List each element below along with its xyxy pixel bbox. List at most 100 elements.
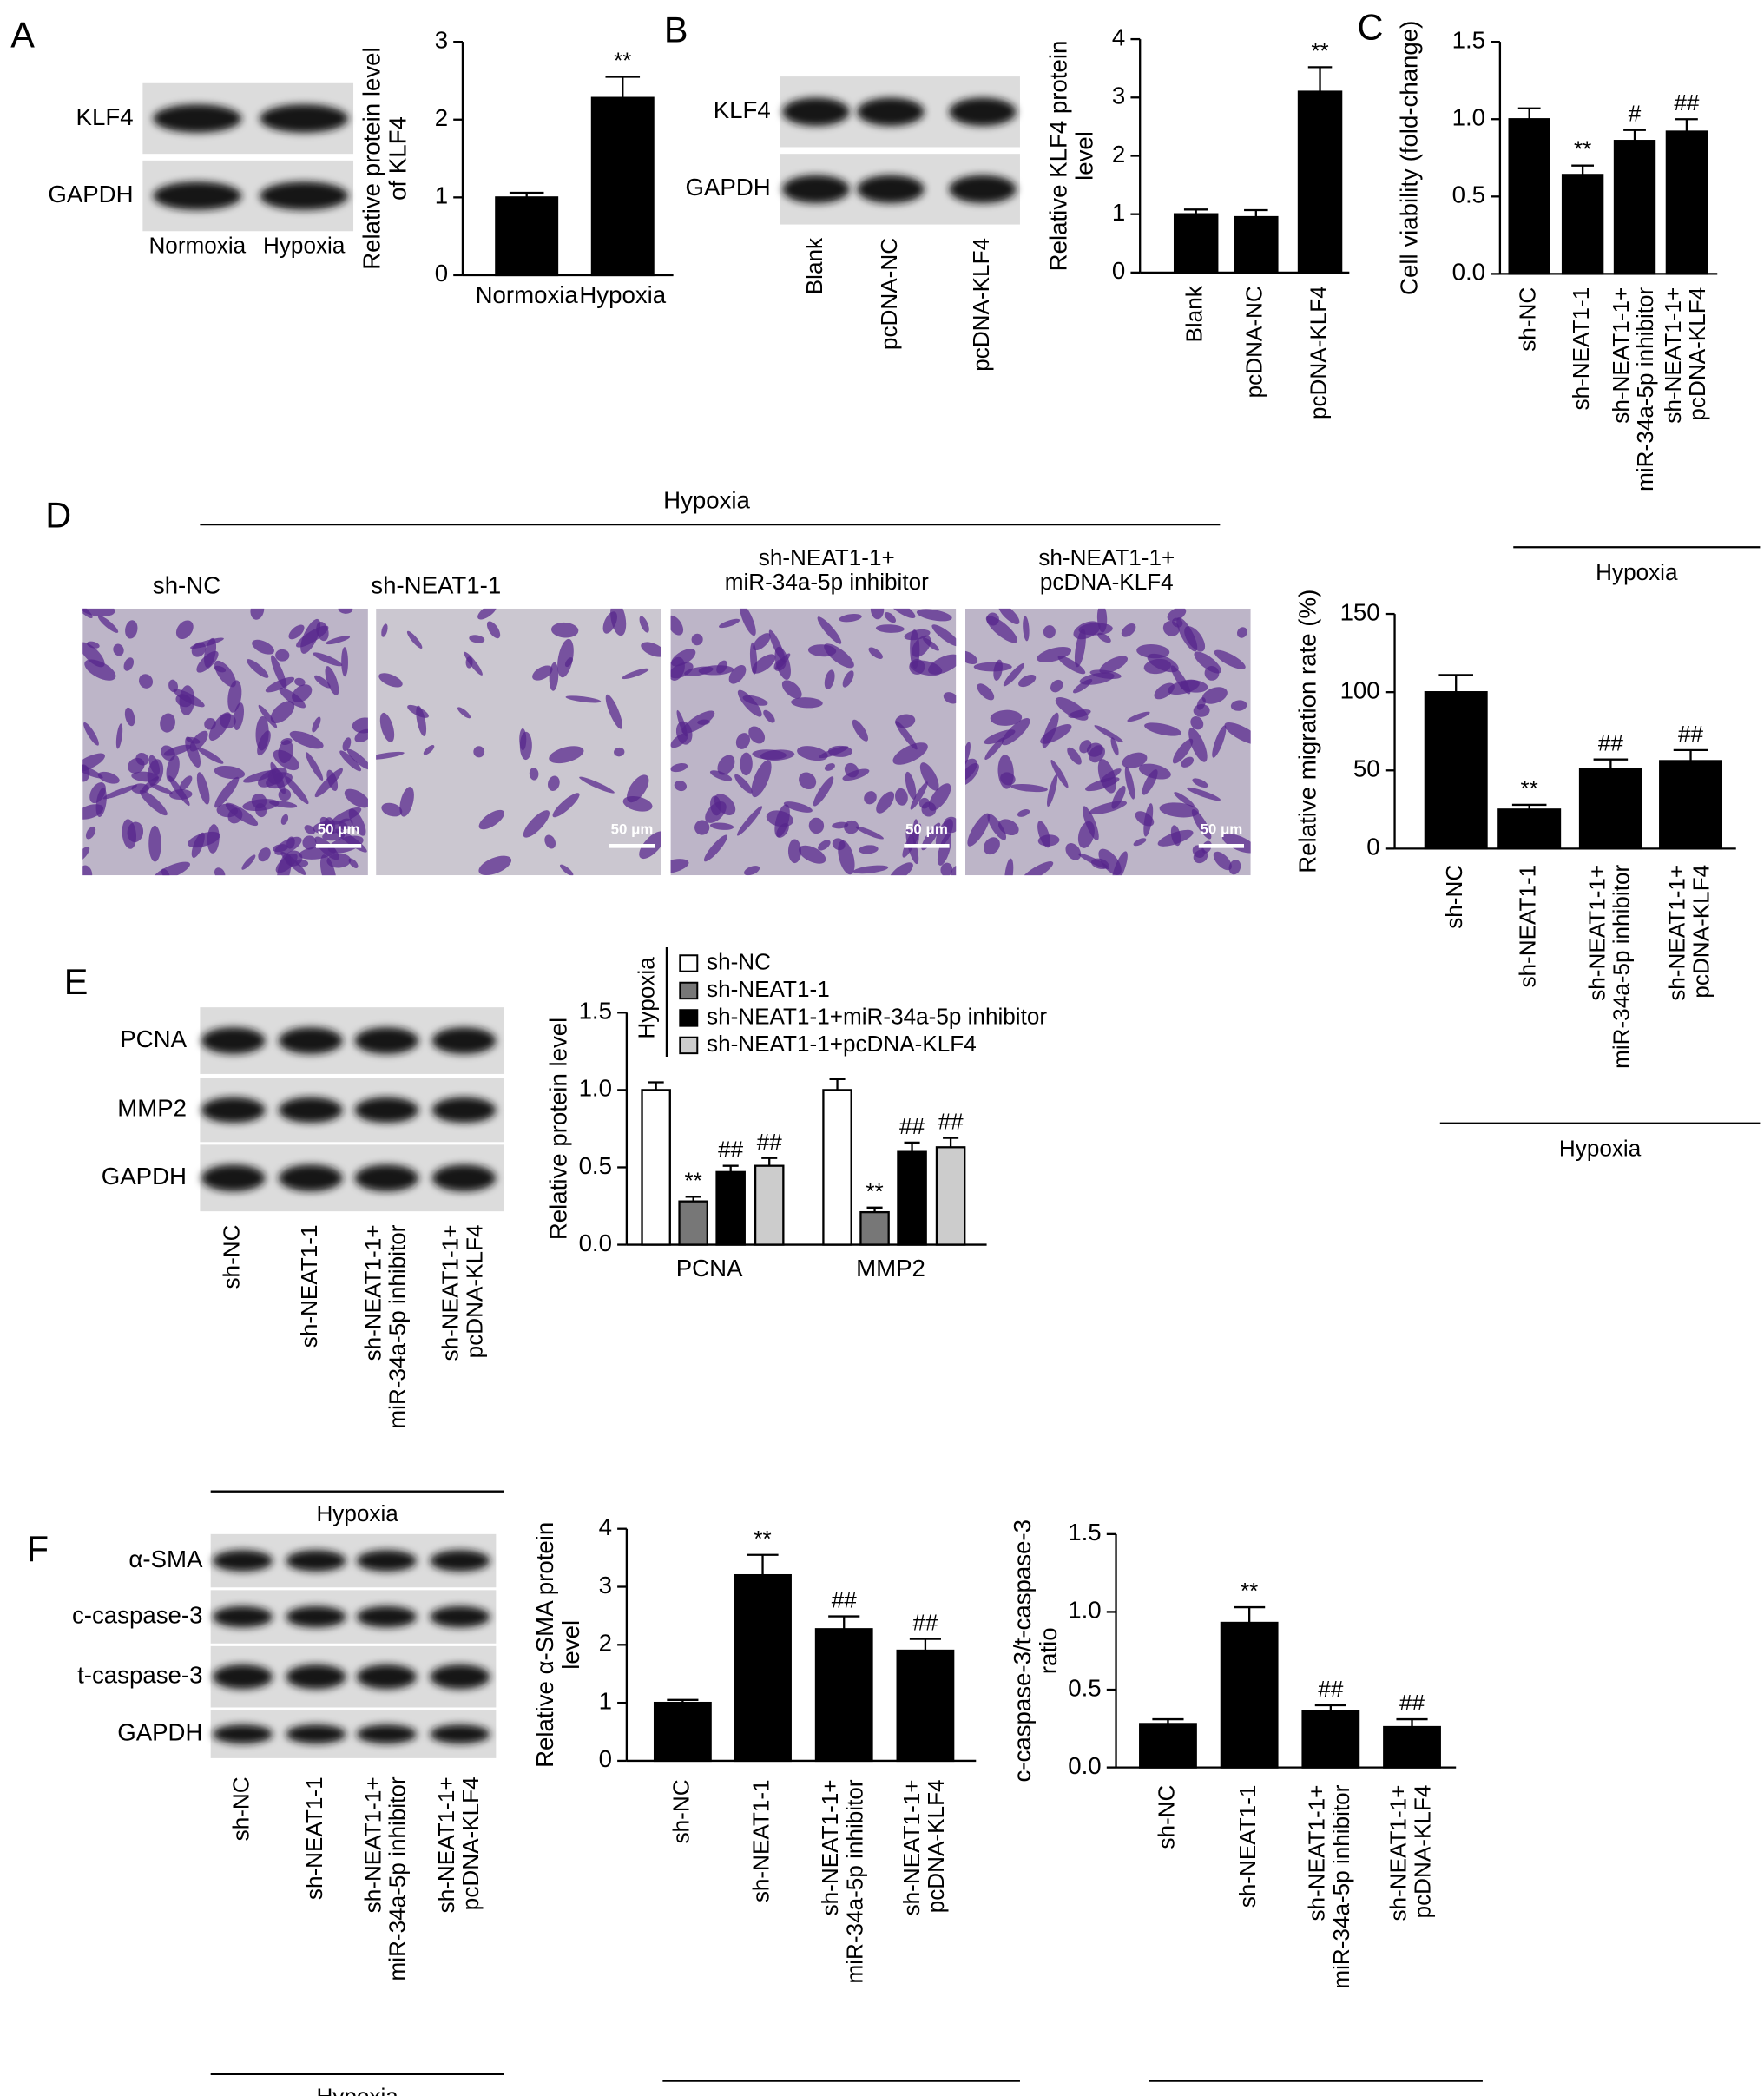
- y-axis-label: Relative α-SMA proteinlevel: [531, 1522, 584, 1768]
- cell: [208, 712, 231, 741]
- y-tick-label: 50: [1353, 755, 1380, 782]
- cell: [579, 776, 615, 794]
- cell: [676, 709, 688, 737]
- legend-swatch: [679, 954, 699, 972]
- bar: [734, 1573, 792, 1763]
- y-tick-label: 1: [599, 1687, 612, 1714]
- cell: [314, 675, 331, 689]
- x-tick-label: sh-NEAT1-1+miR-34a-5p inhibitor: [1304, 1784, 1354, 1988]
- bar: [641, 1089, 671, 1246]
- cell: [931, 624, 957, 647]
- cell: [342, 737, 352, 752]
- group-label: Hypoxia: [316, 1500, 398, 1526]
- cell: [1121, 623, 1136, 637]
- cell: [736, 806, 763, 836]
- blot-band: [201, 1027, 266, 1054]
- cell: [973, 662, 1012, 672]
- bar: [1508, 118, 1550, 275]
- cell: [1072, 678, 1093, 694]
- cell: [1057, 656, 1086, 675]
- cell: [824, 669, 835, 690]
- cell: [325, 666, 339, 695]
- cell: [1099, 656, 1128, 674]
- cell: [381, 802, 403, 817]
- x-tick-label: pcDNA-NC: [1241, 286, 1267, 398]
- cell: [990, 709, 1023, 726]
- cell: [671, 649, 696, 667]
- text-line: miR-34a-5p inhibitor: [1328, 1784, 1354, 1988]
- y-tick-label: 4: [599, 1513, 612, 1540]
- blot-band: [430, 1724, 490, 1744]
- y-tick-label: 2: [1112, 141, 1125, 168]
- y-tick-label: 0.0: [579, 1229, 612, 1256]
- text-line: pcDNA-KLF4: [923, 1779, 949, 1913]
- cell: [703, 834, 727, 862]
- cell: [1122, 752, 1148, 768]
- cell: [1224, 722, 1251, 745]
- significance-label: **: [1311, 37, 1328, 63]
- text-line: miR-34a-5p inhibitor: [725, 569, 929, 595]
- blot-band: [431, 1164, 497, 1192]
- significance-label: **: [614, 47, 631, 73]
- cell: [313, 652, 343, 667]
- x-tick-label: sh-NEAT1-1: [1568, 287, 1594, 411]
- text-line: Relative α-SMA protein: [531, 1522, 558, 1768]
- cell: [322, 831, 346, 841]
- cell: [868, 647, 883, 659]
- cell: [799, 845, 826, 864]
- x-tick-label: sh-NEAT1-1+pcDNA-KLF4: [898, 1779, 949, 1915]
- legend-swatch: [679, 1036, 699, 1055]
- cell: [407, 704, 429, 718]
- cell: [1167, 608, 1187, 622]
- cell: [241, 854, 256, 870]
- cell: [1188, 728, 1208, 762]
- text-line: pcDNA-KLF4: [1040, 569, 1174, 595]
- y-tick-label: 100: [1340, 676, 1380, 703]
- cell: [892, 742, 928, 765]
- cell: [339, 750, 362, 772]
- cell: [852, 719, 869, 742]
- y-tick-label: 0: [435, 260, 448, 287]
- blot-band: [213, 1550, 273, 1572]
- x-tick-label: Normoxia: [476, 281, 579, 308]
- x-tick-label: MMP2: [856, 1255, 925, 1282]
- cell: [185, 736, 201, 768]
- cell: [967, 813, 991, 847]
- cell: [875, 624, 905, 633]
- cell: [1073, 621, 1101, 640]
- bar: [935, 1146, 966, 1246]
- text-line: sh-NEAT1-1+: [1583, 865, 1609, 1001]
- blot-band: [431, 1027, 497, 1054]
- x-tick-label: sh-NEAT1-1+pcDNA-KLF4: [1385, 1785, 1435, 1921]
- micrograph: [82, 608, 368, 876]
- cell: [1023, 616, 1030, 642]
- x-tick-label: Blank: [1181, 285, 1208, 342]
- cell: [1228, 860, 1241, 875]
- cell: [740, 752, 753, 776]
- cell: [280, 814, 289, 825]
- cell: [95, 788, 107, 818]
- micrograph: [670, 608, 957, 876]
- cell: [1143, 803, 1154, 837]
- bar: [1234, 215, 1279, 274]
- cell: [622, 795, 653, 812]
- cell: [749, 642, 758, 675]
- cell: [627, 774, 649, 803]
- blot-band: [260, 104, 349, 133]
- bar: [653, 1701, 712, 1763]
- cell: [532, 665, 553, 681]
- text-line: c-caspase-3/t-caspase-3: [1009, 1519, 1036, 1782]
- cell: [742, 695, 768, 706]
- cell: [160, 713, 175, 733]
- cell: [149, 783, 173, 794]
- cell: [670, 763, 688, 773]
- cell: [743, 866, 760, 876]
- cell: [376, 751, 405, 760]
- group-label: Hypoxia: [1275, 2093, 1358, 2096]
- cell: [292, 684, 313, 703]
- cell: [1124, 767, 1135, 800]
- cell: [1085, 777, 1120, 792]
- cell: [813, 776, 834, 807]
- cell: [709, 822, 734, 830]
- blot-band: [201, 1164, 266, 1192]
